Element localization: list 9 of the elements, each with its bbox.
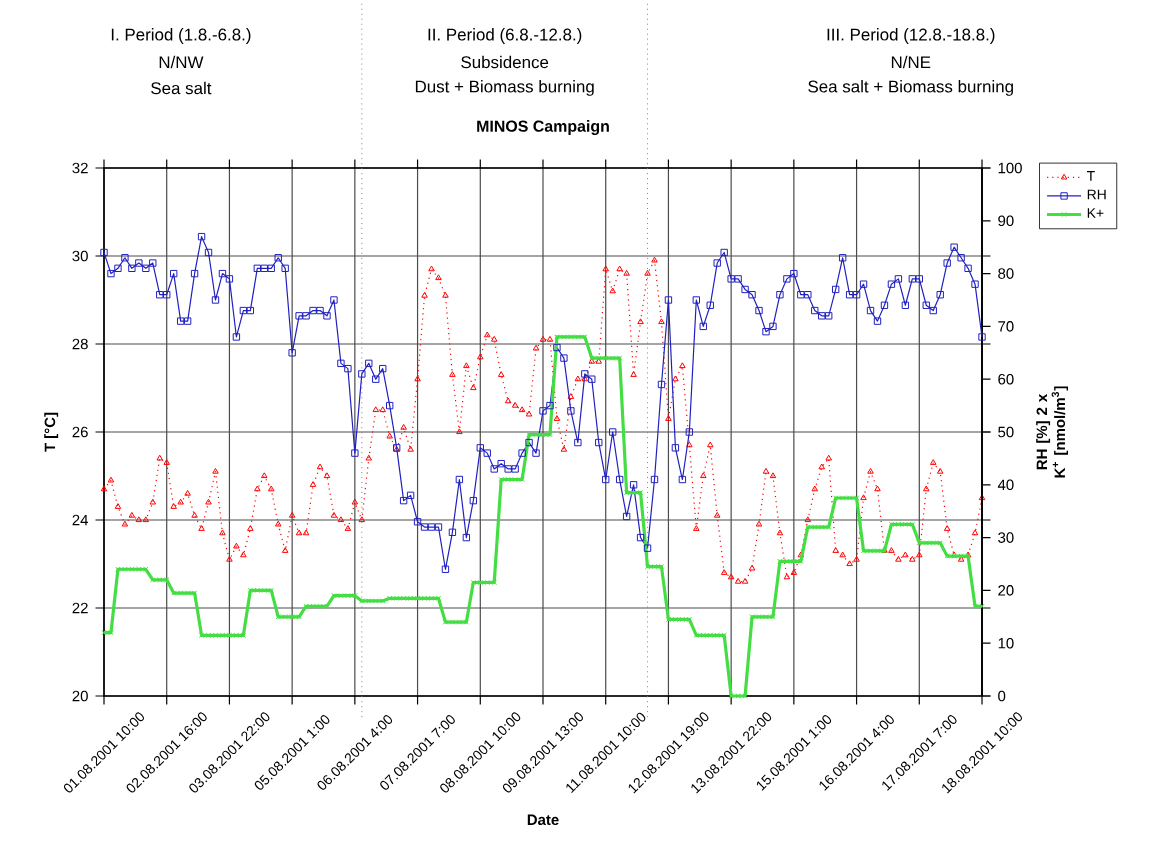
text: Subsidence xyxy=(461,55,549,69)
text: I. Period (1.8.-6.8.) xyxy=(111,28,251,44)
text: Sea salt + Biomass burning xyxy=(808,80,1013,96)
text: N/NW xyxy=(159,55,204,69)
text: Dust + Biomass burning xyxy=(415,80,594,96)
text: Sea salt xyxy=(151,81,212,95)
text: III. Period (12.8.-18.8.) xyxy=(827,28,995,44)
text: N/NE xyxy=(891,55,931,69)
text: II. Period (6.8.-12.8.) xyxy=(428,28,582,44)
